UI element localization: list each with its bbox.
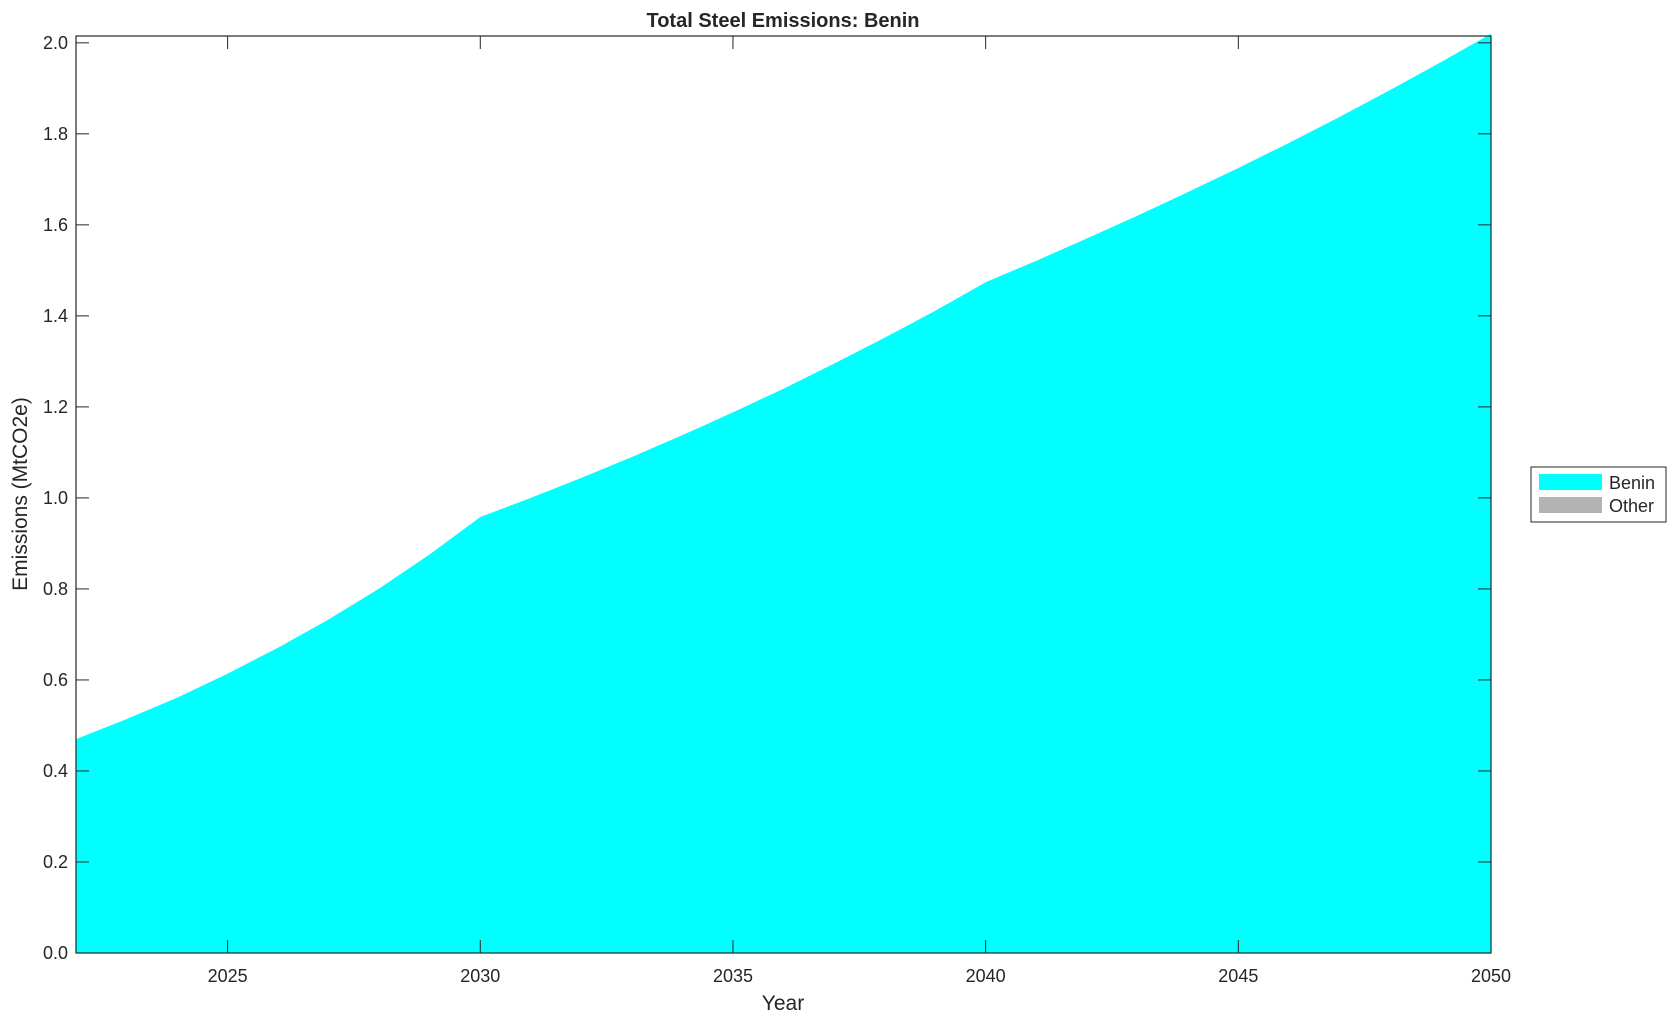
legend: Benin Other	[1530, 466, 1667, 523]
chart-title: Total Steel Emissions: Benin	[646, 10, 919, 32]
y-tick-label: 0.8	[43, 579, 68, 599]
area-benin	[76, 33, 1491, 954]
axis-ticks: 2025 2030 2035 2040 2045 2050 0.0 0.2 0.4 0.6 0.8 1…	[43, 33, 1511, 986]
x-tick-label: 2030	[460, 966, 500, 986]
legend-swatch-other	[1539, 497, 1602, 513]
series-areas	[76, 33, 1491, 954]
y-tick-label: 1.0	[43, 488, 68, 508]
y-tick-label: 1.6	[43, 215, 68, 235]
legend-swatch-benin	[1539, 474, 1602, 490]
y-tick-label: 2.0	[43, 33, 68, 53]
y-tick-label: 0.2	[43, 852, 68, 872]
y-tick-label: 1.8	[43, 124, 68, 144]
y-tick-label: 1.4	[43, 306, 68, 326]
x-tick-label: 2050	[1471, 966, 1511, 986]
legend-label-benin: Benin	[1609, 473, 1655, 493]
x-axis-label: Year	[762, 992, 804, 1015]
legend-label-other: Other	[1609, 496, 1654, 516]
plot-frame	[75, 35, 1492, 954]
y-tick-label: 0.6	[43, 670, 68, 690]
y-tick-label: 1.2	[43, 397, 68, 417]
x-tick-label: 2035	[713, 966, 753, 986]
y-axis-label: Emissions (MtCO2e)	[9, 397, 32, 591]
x-tick-label: 2025	[208, 966, 248, 986]
x-tick-label: 2040	[966, 966, 1006, 986]
y-tick-label: 0.4	[43, 761, 68, 781]
x-tick-label: 2045	[1218, 966, 1258, 986]
y-tick-label: 0.0	[43, 943, 68, 963]
